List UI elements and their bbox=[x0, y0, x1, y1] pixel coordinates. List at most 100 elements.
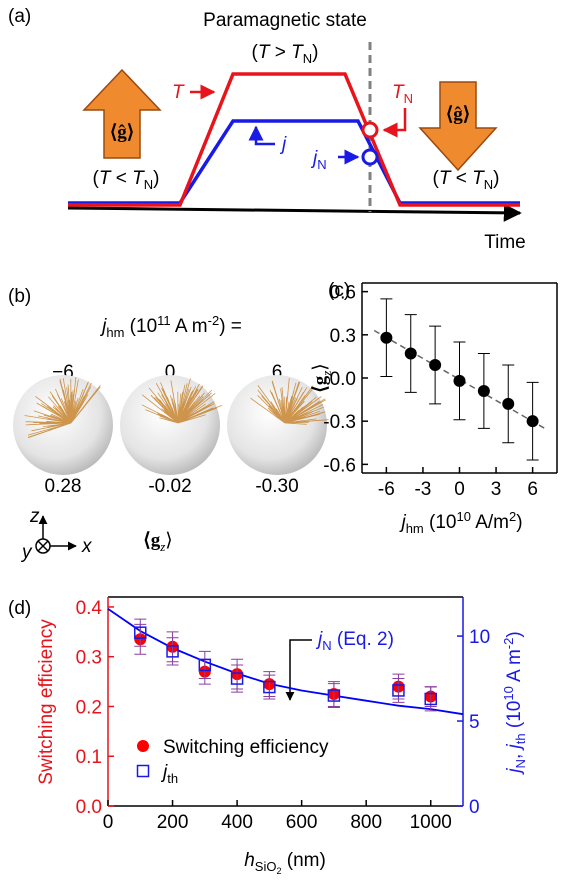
text-part: > bbox=[269, 42, 291, 63]
text-part: ⟩ bbox=[165, 530, 172, 551]
text-part: T bbox=[439, 168, 452, 189]
x-tick-label: 200 bbox=[157, 812, 189, 833]
text-part: ⟨g bbox=[310, 375, 331, 392]
text-part: th bbox=[513, 733, 528, 744]
axis-z: z bbox=[29, 506, 40, 527]
legend-marker bbox=[136, 764, 150, 778]
text-part: T bbox=[291, 42, 304, 63]
gz-label: ⟨gz⟩ bbox=[143, 530, 172, 554]
x-tick-label: 0 bbox=[454, 479, 465, 500]
current-header: jhm (1011 A m-2) = bbox=[99, 313, 242, 340]
data-point bbox=[198, 658, 212, 672]
y2-axis-label: jN, jth (1010 A m-2) bbox=[501, 631, 528, 775]
y-tick-label: 0.1 bbox=[76, 747, 102, 768]
data-point bbox=[263, 680, 276, 694]
x-tick-label: 6 bbox=[527, 479, 538, 500]
data-point bbox=[166, 645, 179, 658]
text-part: T bbox=[258, 42, 271, 63]
down-arrow bbox=[418, 81, 498, 172]
text-part: 11 bbox=[157, 313, 171, 328]
data-point bbox=[134, 626, 147, 639]
text-part: N bbox=[404, 91, 413, 106]
text-part: , bbox=[504, 748, 525, 759]
left-state: (T < TN) bbox=[93, 168, 160, 192]
text-part: ) bbox=[312, 42, 318, 63]
y-tick-label: -0.3 bbox=[323, 412, 356, 433]
axis-out-cross bbox=[37, 540, 49, 552]
text-part: hm bbox=[106, 325, 124, 340]
temperature-profile bbox=[68, 72, 520, 207]
error-bar bbox=[392, 678, 405, 703]
j-arrow bbox=[248, 125, 275, 146]
state-condition: (T > TN) bbox=[252, 42, 319, 66]
gz-value: -0.30 bbox=[255, 476, 298, 497]
text-part: ) = bbox=[219, 316, 242, 337]
text-part: N bbox=[513, 759, 528, 768]
text-part: N bbox=[322, 638, 331, 653]
data-point bbox=[453, 374, 466, 387]
panel-a: (a) Paramagnetic state (T > TN) Time T T… bbox=[8, 6, 526, 253]
curve-pointer bbox=[285, 639, 312, 701]
data-point bbox=[404, 347, 417, 360]
text-part: ( bbox=[252, 42, 259, 63]
j-label: j bbox=[279, 134, 287, 155]
text-part: (10 bbox=[504, 701, 525, 734]
text-part: 10 bbox=[501, 686, 516, 700]
text-part: hm bbox=[406, 521, 424, 536]
error-bar bbox=[231, 664, 244, 693]
text-part: z bbox=[319, 371, 334, 377]
text-part: ) bbox=[493, 168, 499, 189]
text-part: 2 bbox=[509, 509, 516, 524]
text-part: (10 bbox=[424, 512, 457, 533]
text-part: < bbox=[110, 168, 132, 189]
text-part: SiO bbox=[255, 859, 277, 874]
legend-label: Switching efficiency bbox=[163, 737, 329, 758]
text-part: ) bbox=[153, 168, 159, 189]
y-tick-label: -0.6 bbox=[323, 455, 356, 476]
curve-label: jN (Eq. 2) bbox=[315, 629, 394, 653]
text-part: N bbox=[303, 51, 312, 66]
tn-arrow bbox=[382, 108, 407, 138]
data-point bbox=[477, 384, 490, 397]
text-part: ⟩ bbox=[310, 363, 331, 370]
text-part: N bbox=[317, 157, 326, 172]
panel-label: (a) bbox=[8, 6, 31, 27]
tn-label: TN bbox=[392, 82, 413, 106]
data-point bbox=[526, 415, 539, 428]
g-up: ⟨ĝ⟩ bbox=[110, 122, 134, 143]
text-part: ) bbox=[516, 512, 522, 533]
model-curve bbox=[107, 608, 464, 716]
x-tick-label: 400 bbox=[221, 812, 253, 833]
text-part: (10 bbox=[124, 316, 157, 337]
panel-label: (b) bbox=[8, 286, 31, 307]
trend-line bbox=[373, 329, 546, 430]
current-value: 6 bbox=[272, 362, 283, 383]
text-part: j bbox=[99, 316, 107, 337]
panel-label: (d) bbox=[8, 598, 31, 619]
error-bar bbox=[134, 618, 147, 647]
error-bar bbox=[166, 637, 179, 666]
text-part: T bbox=[132, 168, 145, 189]
text-part: z bbox=[159, 539, 165, 554]
error-bar bbox=[327, 683, 340, 708]
data-point bbox=[502, 397, 515, 410]
time-label: Time bbox=[484, 232, 526, 253]
y-tick-label: 0.3 bbox=[330, 326, 356, 347]
x-tick-label: 1000 bbox=[410, 812, 452, 833]
data-point bbox=[392, 684, 405, 697]
t-label: T bbox=[172, 82, 185, 103]
legend-marker bbox=[137, 740, 149, 752]
x-tick-label: -3 bbox=[414, 479, 431, 500]
x-axis-label: jhm (1010 A/m2) bbox=[398, 509, 522, 536]
gz-value: 0.28 bbox=[45, 476, 82, 497]
axis-x: x bbox=[81, 536, 93, 557]
text-part: 2 bbox=[276, 866, 281, 876]
x-tick-label: 3 bbox=[491, 479, 502, 500]
text-part: th bbox=[167, 771, 178, 786]
y2-tick-label: 10 bbox=[469, 627, 490, 648]
y-tick-label: 0.3 bbox=[76, 648, 102, 669]
current-profile bbox=[68, 119, 520, 205]
text-part: -2 bbox=[208, 313, 220, 328]
text-part: -2 bbox=[501, 638, 516, 650]
text-part: j bbox=[310, 148, 318, 169]
